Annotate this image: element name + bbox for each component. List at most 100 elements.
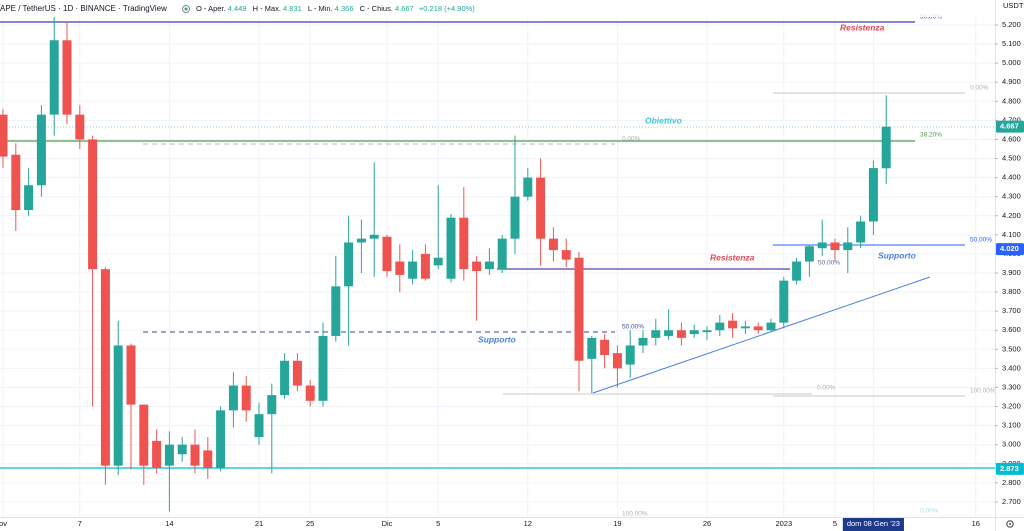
crosshair-label-bg — [842, 518, 904, 531]
annotation: Resistenza — [840, 22, 885, 32]
x-tick-label: 16 — [972, 519, 980, 528]
candle-body — [75, 114, 85, 140]
y-tick-label: 3.300 — [1002, 382, 1021, 391]
gear[interactable] — [1006, 520, 1014, 528]
candle-body — [152, 440, 162, 468]
candle-body — [203, 450, 213, 468]
candle-body — [484, 261, 494, 270]
candle-body — [11, 154, 21, 211]
candle-body — [548, 238, 558, 251]
annotation: Supporto — [878, 250, 916, 260]
x-tick-label: 21 — [255, 519, 263, 528]
candle-body — [356, 238, 366, 243]
candle-body — [49, 40, 59, 115]
x-tick-label: 14 — [165, 519, 173, 528]
fib-label: 0.00% — [920, 508, 939, 515]
legend-value: 4.667 — [395, 4, 414, 13]
candle-body — [100, 269, 110, 466]
candle-body — [664, 330, 674, 336]
candle-body — [792, 261, 802, 281]
fib-label: 50.00% — [970, 237, 992, 244]
y-tick-label: 4.100 — [1002, 230, 1021, 239]
candle-body — [408, 261, 418, 279]
y-tick-label: 3.100 — [1002, 421, 1021, 430]
candle-body — [241, 385, 251, 411]
y-tick-label: 3.500 — [1002, 344, 1021, 353]
candle-body — [395, 261, 405, 275]
candle-body — [868, 168, 878, 222]
currency: USDT — [1003, 1, 1024, 10]
candle-body — [190, 444, 200, 466]
candle-body — [228, 385, 238, 411]
legend-label: H - Max. — [253, 4, 281, 13]
fib-label: 50.00% — [622, 324, 644, 331]
candle-body — [676, 330, 686, 338]
fib-label: 100.00% — [622, 511, 648, 518]
x-tick-label: 2023 — [775, 519, 792, 528]
y-tick-label: 3.700 — [1002, 306, 1021, 315]
candle-body — [536, 177, 546, 239]
candle-body — [472, 261, 482, 272]
legend-value: 4.366 — [335, 4, 354, 13]
candle-body — [651, 330, 661, 338]
x-tick-label: 19 — [613, 519, 621, 528]
y-tick-label: 4.300 — [1002, 192, 1021, 201]
candle-body — [433, 257, 443, 266]
y-tick-label: 4.800 — [1002, 96, 1021, 105]
candle-body — [856, 221, 866, 243]
title-clip: APE / TetherUS · 1D · BINANCE · TradingV… — [0, 4, 167, 13]
x-tick-label: 7 — [78, 519, 82, 528]
fib-label: 50.00% — [920, 14, 942, 21]
candle-body — [0, 114, 8, 157]
candle-body — [177, 444, 187, 455]
y-tick-label: 4.500 — [1002, 154, 1021, 163]
settings-icon[interactable] — [1006, 520, 1014, 528]
candle-body — [88, 139, 98, 270]
legend-value: 4.831 — [283, 4, 302, 13]
candle-body — [702, 330, 712, 333]
candle-body — [126, 345, 136, 405]
y-tick-label: 4.200 — [1002, 211, 1021, 220]
y-tick-label: 4.700 — [1002, 115, 1021, 124]
trend-line — [592, 276, 931, 394]
header: APE / TetherUS · 1D · BINANCE · TradingV… — [0, 0, 995, 17]
candle-body — [817, 242, 827, 249]
candle-body — [331, 286, 341, 336]
candle-body — [574, 257, 584, 361]
axes: 2.7002.8002.9003.0003.1003.2003.3003.400… — [0, 20, 1024, 531]
candle-body — [420, 253, 430, 279]
candle-body — [728, 320, 738, 329]
y-tick-label: 3.000 — [1002, 440, 1021, 449]
fib-label: 0.00% — [970, 85, 989, 92]
status-dot — [184, 7, 188, 11]
candle-body — [523, 177, 533, 197]
ohlc-legend: O - Aper. 4.449 H - Max. 4.831 L - Min. … — [196, 4, 475, 13]
x-tick-label: 5 — [436, 519, 440, 528]
x-tick-label: Dic — [382, 519, 393, 528]
fib-label: 0.00% — [817, 385, 836, 392]
candle-body — [62, 40, 72, 115]
x-tick-label: 12 — [524, 519, 532, 528]
candle-body — [587, 337, 597, 359]
gear-center[interactable] — [1009, 523, 1011, 525]
candle-body — [561, 250, 571, 260]
x-tick-label: 5 — [833, 519, 837, 528]
candle-body — [369, 234, 379, 239]
candles — [0, 9, 891, 512]
fib-label: 50.00% — [818, 260, 840, 267]
fib-label: 38.20% — [920, 132, 942, 139]
y-tick-label: 5.200 — [1002, 20, 1021, 29]
title: APE / TetherUS · 1D · BINANCE · TradingV… — [0, 4, 167, 13]
drawings — [0, 21, 995, 469]
candle-body — [113, 345, 123, 466]
grid — [0, 0, 995, 517]
candle-body — [164, 444, 174, 466]
y-tick-label: 3.400 — [1002, 363, 1021, 372]
candle-body — [305, 385, 315, 401]
candle-body — [318, 335, 328, 401]
y-tick-label: 4.600 — [1002, 134, 1021, 143]
candle-body — [497, 238, 507, 270]
legend-change: +0.218 (+4.90%) — [419, 4, 475, 13]
legend-label: L - Min. — [308, 4, 333, 13]
